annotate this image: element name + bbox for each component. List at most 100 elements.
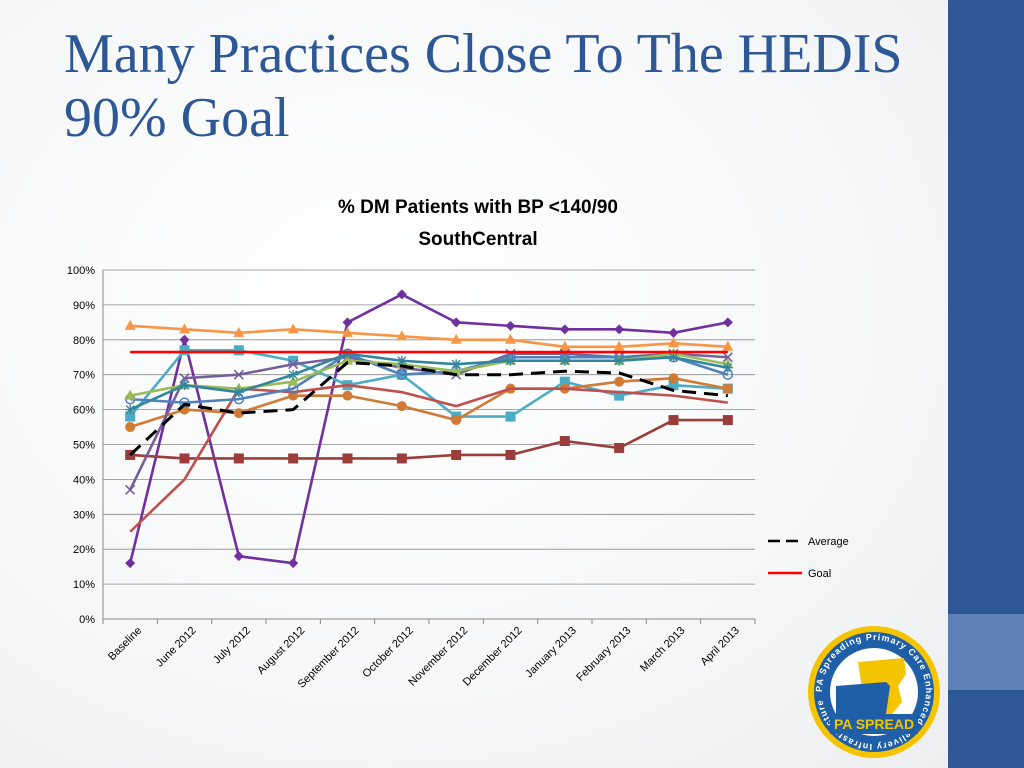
data-point <box>179 334 190 345</box>
line-chart: % DM Patients with BP <140/90 SouthCentr… <box>67 197 849 691</box>
y-tick-label: 30% <box>73 509 95 521</box>
pa-state-shape-icon <box>836 682 890 716</box>
data-point <box>179 323 190 334</box>
data-point <box>396 453 407 464</box>
x-tick-label: October 2012 <box>360 625 416 681</box>
data-point <box>124 389 136 400</box>
data-point <box>342 354 353 365</box>
data-point <box>233 369 244 380</box>
data-point <box>233 551 244 562</box>
x-tick-label: February 2013 <box>574 625 633 684</box>
data-point <box>614 376 625 387</box>
data-point <box>722 317 733 328</box>
data-point <box>287 375 299 386</box>
chart-legend: Average Goal <box>768 536 849 580</box>
series-line <box>129 352 729 411</box>
data-point <box>614 355 625 366</box>
logo-label-band <box>830 714 918 734</box>
data-point <box>505 411 516 422</box>
data-point <box>722 362 733 373</box>
data-point <box>179 373 190 384</box>
data-point <box>668 380 679 391</box>
data-point <box>342 326 353 337</box>
series-line <box>130 418 728 460</box>
y-tick-label: 0% <box>79 614 95 626</box>
data-point <box>559 324 570 335</box>
x-tick-label: March 2013 <box>638 625 688 675</box>
data-point <box>450 333 462 344</box>
data-point <box>288 355 299 366</box>
data-point <box>396 289 407 300</box>
data-point <box>125 411 136 422</box>
data-point <box>559 340 571 351</box>
data-point <box>342 453 353 464</box>
data-point <box>233 345 244 356</box>
chart-title: % DM Patients with BP <140/90 <box>338 197 618 218</box>
series-0 <box>125 289 733 569</box>
data-point <box>396 401 407 412</box>
data-point <box>614 324 625 335</box>
data-point <box>396 369 408 380</box>
series-5 <box>129 383 728 533</box>
data-point <box>125 558 136 569</box>
data-point <box>559 376 570 387</box>
y-tick-label: 90% <box>73 300 95 312</box>
data-point <box>125 422 136 433</box>
data-point <box>287 323 299 334</box>
right-accent-block <box>948 614 1024 690</box>
chart-subtitle: SouthCentral <box>418 229 537 250</box>
data-point <box>450 365 462 376</box>
data-point <box>722 415 733 426</box>
data-point <box>613 340 625 351</box>
x-tick-label: July 2012 <box>211 625 253 667</box>
data-point <box>451 449 462 460</box>
y-tick-label: 80% <box>73 335 95 347</box>
legend-item: Goal <box>768 568 831 580</box>
data-point <box>668 327 679 338</box>
data-point <box>668 415 679 426</box>
data-point <box>505 355 516 366</box>
series-9 <box>125 348 733 415</box>
data-point <box>396 330 408 341</box>
data-point <box>614 390 625 401</box>
data-point <box>233 387 244 398</box>
data-point <box>559 436 570 447</box>
data-point <box>722 352 733 363</box>
x-tick-label: January 2013 <box>523 625 579 681</box>
data-point <box>505 333 516 344</box>
series-line <box>130 324 728 349</box>
legend-label: Average <box>808 536 849 548</box>
y-tick-label: 40% <box>73 474 95 486</box>
y-tick-label: 70% <box>73 370 95 382</box>
data-point <box>233 408 244 419</box>
data-point <box>125 484 136 495</box>
x-tick-label: June 2012 <box>154 625 199 670</box>
data-point <box>451 359 462 370</box>
data-point <box>179 397 190 408</box>
data-point <box>451 415 462 426</box>
data-point <box>451 317 462 328</box>
series-line <box>130 352 729 404</box>
data-point <box>505 320 516 331</box>
series-line <box>129 360 728 457</box>
data-point <box>288 558 299 569</box>
slide-title: Many Practices Close To The HEDIS 90% Go… <box>64 23 903 149</box>
series-4 <box>125 415 733 464</box>
y-tick-label: 20% <box>73 544 95 556</box>
logo-label: PA SPREAD <box>834 716 914 732</box>
data-point <box>288 453 299 464</box>
data-point <box>614 442 625 453</box>
x-tick-label: August 2012 <box>255 625 307 677</box>
data-point <box>722 383 733 394</box>
data-point <box>125 449 136 460</box>
data-point <box>342 317 353 328</box>
y-tick-label: 50% <box>73 440 95 452</box>
data-point <box>179 380 190 391</box>
series-10 <box>129 360 728 457</box>
series-1 <box>124 319 734 351</box>
pa-spread-logo: PA Spreading Primary Care Enhanced Deliv… <box>808 626 940 758</box>
series-line <box>129 383 728 533</box>
x-tick-label: April 2013 <box>698 625 742 669</box>
x-tick-label: Baseline <box>106 625 144 663</box>
data-point <box>668 373 679 384</box>
